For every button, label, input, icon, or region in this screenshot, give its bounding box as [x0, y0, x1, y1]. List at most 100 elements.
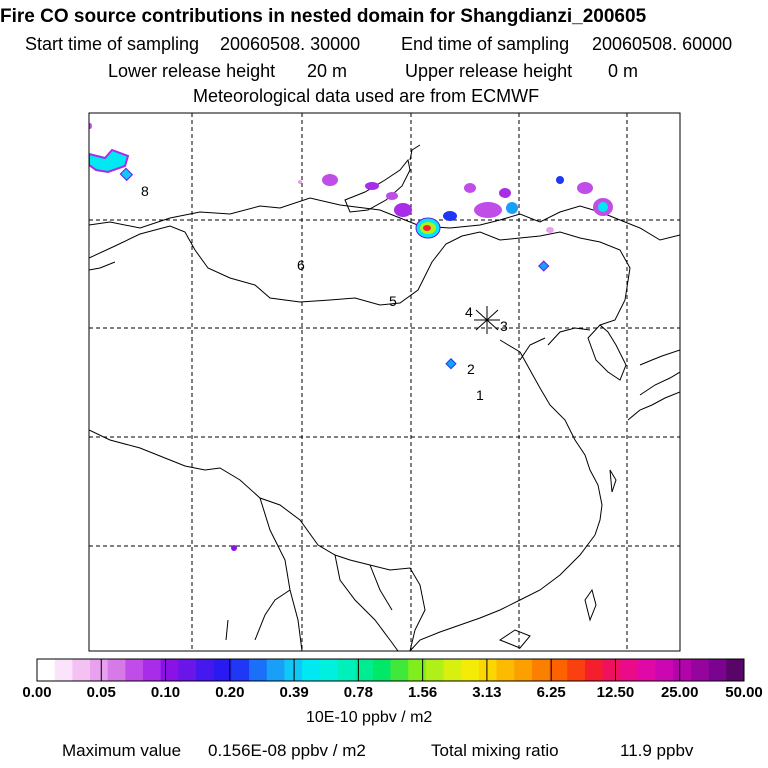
colorbar-swatch — [549, 659, 568, 681]
start-time-value: 20060508. 30000 — [220, 34, 361, 54]
colorbar-swatch — [143, 659, 162, 681]
point-label-3: 3 — [500, 318, 508, 334]
plume-patch — [89, 148, 130, 174]
colorbar-swatch — [213, 659, 232, 681]
colorbar-swatch — [390, 659, 409, 681]
plume-patch — [598, 202, 608, 212]
border-line — [89, 197, 680, 241]
border-line — [254, 589, 291, 641]
border-line — [409, 144, 421, 161]
coastline — [584, 588, 597, 622]
colorbar-unit: 10E-10 ppbv / m2 — [306, 709, 433, 726]
lower-release-value: 20 m — [307, 61, 348, 81]
border-line — [369, 564, 393, 611]
coastline — [639, 371, 680, 396]
colorbar-tick-label: 0.10 — [150, 684, 181, 701]
colorbar-swatch — [567, 659, 586, 681]
coastline — [609, 469, 617, 493]
coastline — [639, 349, 680, 366]
colorbar-tick-label: 0.20 — [215, 684, 245, 701]
colorbar-swatch — [196, 659, 215, 681]
plume-patch — [538, 260, 550, 272]
upper-release-label: Upper release height — [405, 61, 573, 81]
colorbar-swatch — [478, 659, 498, 681]
coastline — [498, 629, 531, 649]
colorbar-swatch — [90, 659, 109, 681]
receptor-marker — [474, 306, 500, 334]
colorbar-swatch — [443, 659, 462, 681]
colorbar-swatch — [284, 659, 303, 681]
start-time-label: Start time of sampling — [25, 34, 200, 54]
colorbar-swatch — [408, 659, 427, 681]
colorbar-swatch — [637, 659, 657, 681]
point-label-6: 6 — [297, 257, 305, 273]
total-mixing-label: Total mixing ratio — [431, 741, 559, 760]
concentration-field — [89, 123, 613, 551]
colorbar-swatch — [372, 659, 391, 681]
border-line — [89, 261, 116, 271]
coastline — [519, 337, 546, 361]
border-line — [334, 554, 399, 651]
colorbar-tick-label: 0.05 — [86, 684, 116, 701]
met-data-note: Meteorological data used are from ECMWF — [193, 86, 540, 106]
colorbar-frame — [36, 658, 745, 682]
colorbar-swatch — [249, 659, 268, 681]
colorbar-swatch — [178, 659, 197, 681]
colorbar-swatch — [319, 659, 338, 681]
plume-patch — [322, 174, 338, 186]
figure-title: Fire CO source contributions in nested d… — [0, 6, 647, 27]
colorbar-swatch — [355, 659, 374, 681]
point-label-2: 2 — [467, 361, 475, 377]
coastline — [547, 327, 591, 346]
upper-release-value: 0 m — [608, 61, 639, 81]
colorbar-swatch — [72, 659, 91, 681]
border-line — [259, 497, 303, 651]
point-label-8: 8 — [141, 183, 149, 199]
colorbar-swatch — [266, 659, 285, 681]
colorbar-swatch — [337, 659, 356, 681]
border-line — [89, 429, 426, 651]
plume-patch — [499, 188, 511, 198]
total-mixing-value: 11.9 ppbv — [620, 741, 694, 760]
plume-patch — [231, 545, 237, 551]
coastline — [499, 339, 603, 536]
colorbar-swatch — [708, 659, 727, 681]
colorbar-swatch — [302, 659, 321, 681]
colorbar-swatch — [37, 659, 56, 681]
lake-outline — [344, 158, 411, 213]
colorbar — [36, 659, 745, 681]
plume-patch — [89, 123, 92, 129]
colorbar-swatch — [655, 659, 674, 681]
plume-patch — [443, 211, 457, 221]
colorbar-swatch — [514, 659, 533, 681]
colorbar-swatch — [602, 659, 621, 681]
map-frame — [88, 112, 681, 652]
point-label-1: 1 — [476, 387, 484, 403]
colorbar-swatch — [54, 659, 73, 681]
colorbar-swatch — [620, 659, 639, 681]
colorbar-tick-label: 1.56 — [408, 684, 438, 701]
plume-patch — [386, 192, 398, 200]
lower-release-label: Lower release height — [108, 61, 276, 81]
plume-patch — [546, 227, 554, 233]
colorbar-swatch — [690, 659, 710, 681]
coastline — [225, 619, 229, 641]
plume-patch — [119, 167, 134, 182]
colorbar-tick-label: 0.39 — [279, 684, 309, 701]
colorbar-swatch — [425, 659, 445, 681]
plume-patch — [506, 202, 518, 214]
coastline — [409, 534, 596, 651]
colorbar-swatch — [461, 659, 480, 681]
border-line — [89, 225, 631, 326]
graticule — [89, 113, 680, 651]
max-value-label: Maximum value — [62, 741, 182, 760]
colorbar-tick-label: 0.78 — [343, 684, 373, 701]
point-label-4: 4 — [465, 304, 473, 320]
colorbar-tick-label: 3.13 — [472, 684, 502, 701]
colorbar-tick-label: 6.25 — [536, 684, 566, 701]
coastline — [627, 391, 680, 421]
colorbar-tick-label: 25.00 — [660, 684, 699, 701]
colorbar-swatch — [107, 659, 126, 681]
plume-patch — [365, 182, 379, 190]
point-label-5: 5 — [389, 293, 397, 309]
